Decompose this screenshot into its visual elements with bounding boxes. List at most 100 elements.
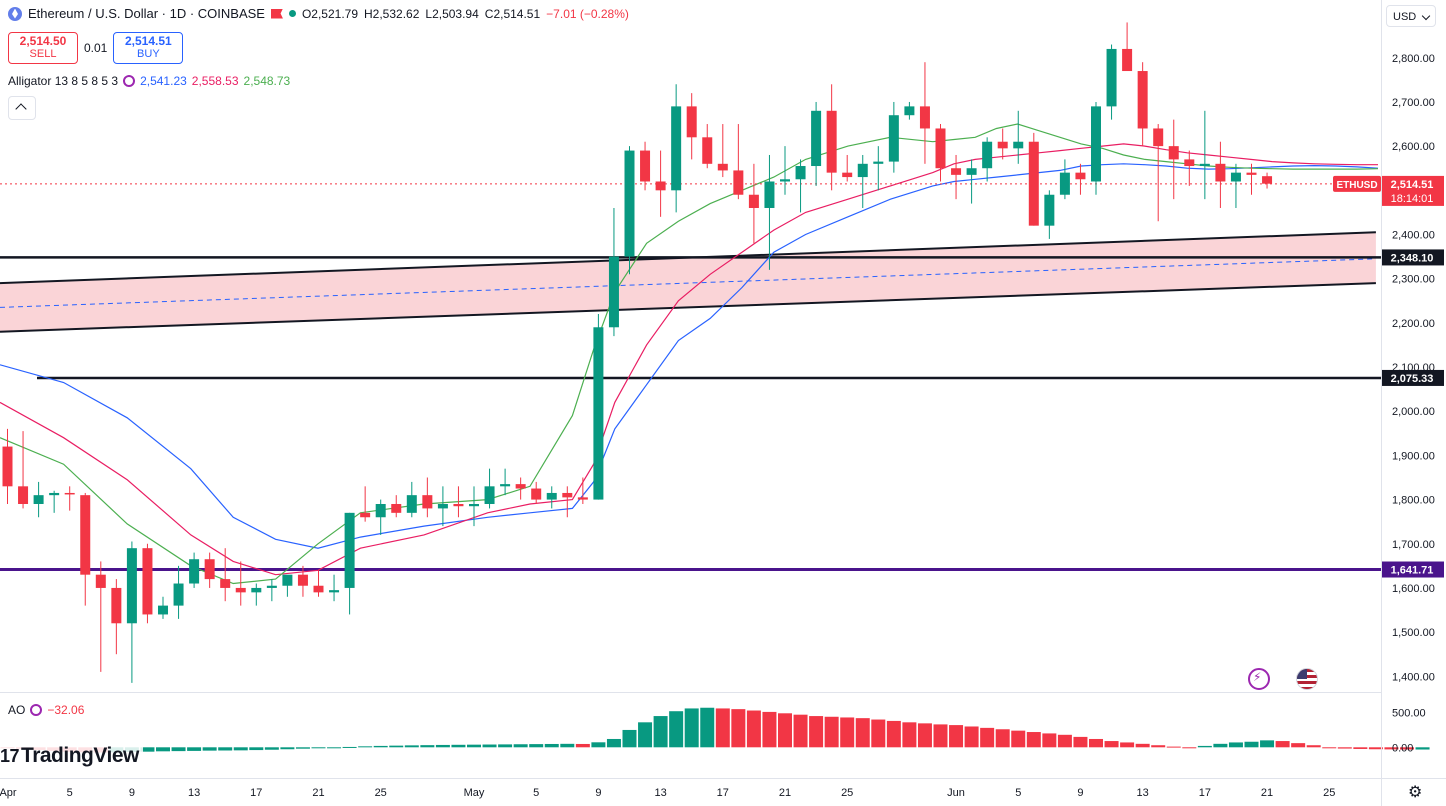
ao-legend[interactable]: AO −32.06 xyxy=(8,703,84,717)
ao-bar xyxy=(1368,747,1383,750)
candle xyxy=(873,146,884,191)
tradingview-wordmark: TradingView xyxy=(21,744,139,767)
candle-body xyxy=(173,583,184,606)
candle-body xyxy=(1246,172,1257,175)
level-price-label: 1,641.71 xyxy=(1382,561,1444,578)
candle-body xyxy=(1137,71,1148,129)
open-value: O2,521.79 xyxy=(301,6,358,21)
ao-bar xyxy=(1151,745,1166,748)
candle xyxy=(1262,172,1273,189)
candle xyxy=(2,428,13,504)
candle-body xyxy=(344,512,355,588)
candle xyxy=(422,477,433,518)
candle xyxy=(437,486,448,527)
candle xyxy=(453,486,464,518)
ao-bar xyxy=(1057,734,1072,748)
candle xyxy=(593,314,604,500)
ao-bar xyxy=(778,713,792,748)
candle-body xyxy=(422,495,433,509)
ao-bar xyxy=(1275,741,1290,748)
ao-bar xyxy=(264,747,279,750)
ao-bar xyxy=(871,719,886,748)
price-tick-label: 2,300.00 xyxy=(1392,274,1435,286)
ao-bar xyxy=(467,744,481,748)
candle xyxy=(1246,163,1257,195)
ao-bar xyxy=(156,747,170,752)
candle-body xyxy=(297,574,308,586)
candle-body xyxy=(1199,163,1210,167)
candle xyxy=(158,596,168,619)
flag-icon[interactable] xyxy=(270,8,283,19)
alligator-legend[interactable]: Alligator 13 8 5 8 5 3 2,541.23 2,558.53… xyxy=(8,74,290,88)
candle xyxy=(49,490,60,513)
candle-body xyxy=(546,492,557,500)
sell-button[interactable]: 2,514.50 SELL xyxy=(8,32,78,64)
ao-bar xyxy=(731,709,746,748)
ai-assistant-icon[interactable] xyxy=(1248,668,1270,690)
ao-bar xyxy=(295,747,310,749)
ao-bar xyxy=(171,747,186,752)
candle-body xyxy=(593,327,604,500)
candle-body xyxy=(1028,141,1039,226)
level-label-text: 2,348.10 xyxy=(1391,252,1434,264)
gear-icon[interactable]: ⚙ xyxy=(1408,782,1423,801)
low-value: L2,503.94 xyxy=(425,6,479,21)
ao-histogram xyxy=(0,707,1430,753)
ao-bar xyxy=(311,747,326,749)
alligator-lips-line xyxy=(0,123,1379,585)
candle-body xyxy=(235,587,246,593)
candle xyxy=(1230,163,1241,208)
time-tick-label: 21 xyxy=(779,787,791,799)
ethereum-logo-icon xyxy=(8,6,22,21)
level-label-bg xyxy=(1382,369,1444,386)
time-tick-label: 25 xyxy=(841,787,853,799)
candle-body xyxy=(733,170,744,195)
candle-body xyxy=(624,150,635,257)
time-tick-label: Apr xyxy=(0,787,17,799)
time-tick-label: May xyxy=(464,787,485,799)
candle xyxy=(919,62,930,164)
candle xyxy=(189,552,200,588)
ao-tick-label: 0.00 xyxy=(1392,742,1413,754)
candle xyxy=(126,541,137,683)
currency-select[interactable]: USD xyxy=(1386,5,1436,27)
tradingview-logo[interactable]: 17 TradingView xyxy=(0,744,143,768)
ao-bar xyxy=(793,714,808,748)
candle-body xyxy=(671,106,682,191)
price-tick-label: 1,600.00 xyxy=(1392,583,1435,595)
ao-bar xyxy=(435,744,450,748)
candle-body xyxy=(484,486,495,504)
candle xyxy=(857,154,868,208)
ao-bar xyxy=(669,711,684,748)
ao-bar xyxy=(980,727,995,748)
candle-body xyxy=(982,141,993,169)
ao-bar xyxy=(1213,743,1228,748)
last-price-label: ETHUSD 2,514.51 18:14:01 xyxy=(1333,175,1444,206)
time-tick-label: 9 xyxy=(1077,787,1083,799)
candle-body xyxy=(33,495,44,504)
time-tick-label: 5 xyxy=(533,787,539,799)
candle xyxy=(142,543,153,624)
symbol-tag-text: ETHUSD xyxy=(1336,180,1377,191)
candle-body xyxy=(966,168,977,175)
candle xyxy=(1013,110,1024,164)
ao-bar xyxy=(1135,743,1150,748)
time-tick-label: Jun xyxy=(947,787,965,799)
ao-bar xyxy=(280,747,295,750)
symbol-title[interactable]: Ethereum / U.S. Dollar · 1D · COINBASE xyxy=(28,6,265,21)
buy-button[interactable]: 2,514.51 BUY xyxy=(113,32,184,64)
time-tick-label: 17 xyxy=(717,787,729,799)
candle xyxy=(1059,159,1070,200)
candle xyxy=(391,495,402,518)
time-tick-label: 5 xyxy=(67,787,73,799)
candle-body xyxy=(80,495,91,575)
indicator-loading-icon xyxy=(123,75,136,87)
candle-body xyxy=(220,579,231,588)
us-flag-icon[interactable] xyxy=(1296,668,1318,690)
ao-bar xyxy=(1120,742,1135,748)
countdown-text: 18:14:01 xyxy=(1391,193,1434,205)
candle-body xyxy=(997,141,1008,149)
level-label-text: 1,641.71 xyxy=(1391,565,1434,577)
collapse-legend-button[interactable] xyxy=(8,96,36,120)
